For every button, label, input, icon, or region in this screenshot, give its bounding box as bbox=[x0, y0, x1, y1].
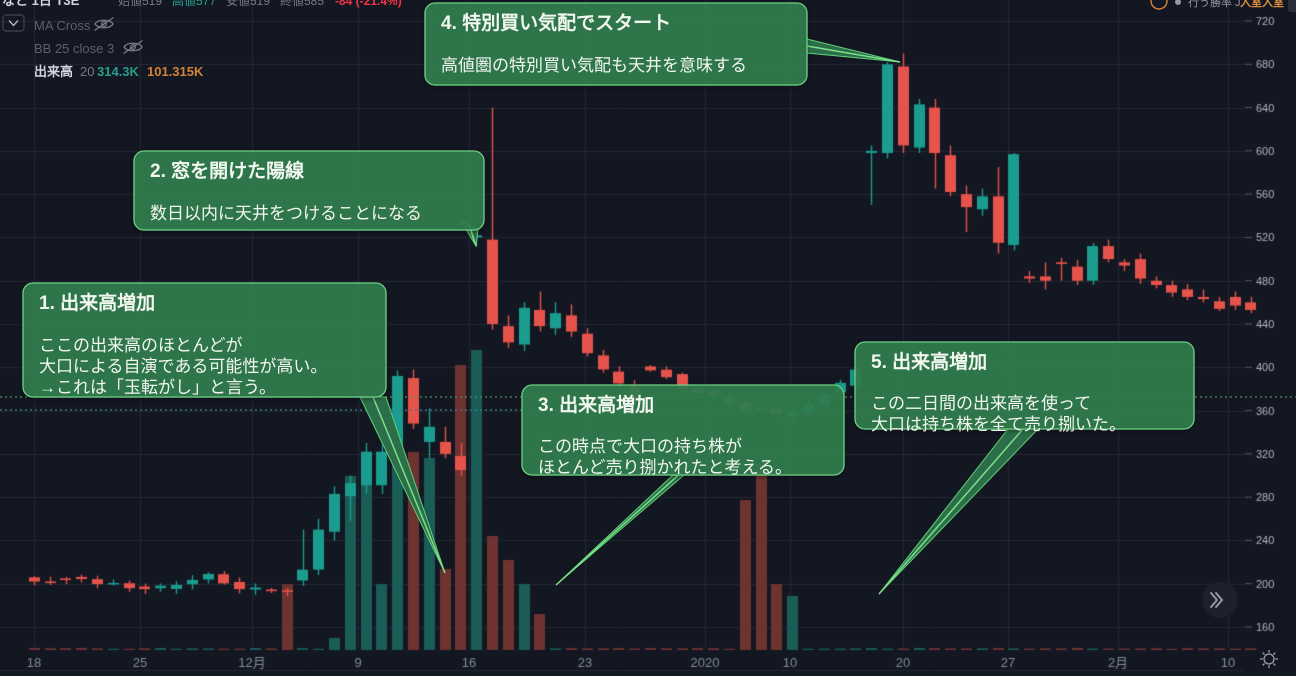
svg-text:ほとんど売り捌かれたと考える。: ほとんど売り捌かれたと考える。 bbox=[538, 458, 792, 477]
svg-text:この時点で大口の持ち株が: この時点で大口の持ち株が bbox=[538, 437, 742, 456]
svg-text:-84 (-21.4%): -84 (-21.4%) bbox=[335, 0, 402, 8]
svg-text:101.315K: 101.315K bbox=[147, 64, 204, 79]
svg-text:数日以内に天井をつけることになる: 数日以内に天井をつけることになる bbox=[150, 204, 422, 223]
svg-text:安値519: 安値519 bbox=[226, 0, 270, 8]
svg-text:314.3K: 314.3K bbox=[97, 64, 140, 79]
svg-text:この二日間の出来高を使って: この二日間の出来高を使って bbox=[871, 393, 1091, 413]
svg-text:5. 出来高増加: 5. 出来高増加 bbox=[871, 350, 987, 373]
svg-text:3. 出来高増加: 3. 出来高増加 bbox=[538, 393, 654, 416]
svg-text:大口による自演である可能性が高い。: 大口による自演である可能性が高い。 bbox=[39, 357, 327, 376]
svg-text:終値585: 終値585 bbox=[280, 0, 324, 8]
svg-text:出来高: 出来高 bbox=[34, 64, 73, 79]
svg-text:20: 20 bbox=[80, 64, 94, 79]
svg-text:大口は持ち株を全て売り捌いた。: 大口は持ち株を全て売り捌いた。 bbox=[871, 415, 1126, 434]
svg-text:行う勝率 J: 行う勝率 J bbox=[1188, 0, 1241, 9]
svg-text:MA Cross: MA Cross bbox=[34, 18, 91, 33]
svg-text:1. 出来高増加: 1. 出来高増加 bbox=[39, 291, 155, 314]
svg-text:ここの出来高のほとんどが: ここの出来高のほとんどが bbox=[39, 336, 243, 355]
svg-text:始値519: 始値519 bbox=[118, 0, 162, 8]
svg-text:入室入室: 入室入室 bbox=[1240, 0, 1284, 9]
svg-text:なと 1日 T3E: なと 1日 T3E bbox=[2, 0, 80, 8]
svg-text:高値圏の特別買い気配も天井を意味する: 高値圏の特別買い気配も天井を意味する bbox=[441, 56, 747, 75]
svg-text:BB 25 close 3: BB 25 close 3 bbox=[34, 41, 114, 56]
svg-text:高値577: 高値577 bbox=[172, 0, 216, 8]
svg-text:2. 窓を開けた陽線: 2. 窓を開けた陽線 bbox=[150, 159, 304, 182]
svg-text:4. 特別買い気配でスタート: 4. 特別買い気配でスタート bbox=[441, 11, 671, 34]
svg-text:→これは「玉転がし」と言う。: →これは「玉転がし」と言う。 bbox=[39, 378, 276, 397]
